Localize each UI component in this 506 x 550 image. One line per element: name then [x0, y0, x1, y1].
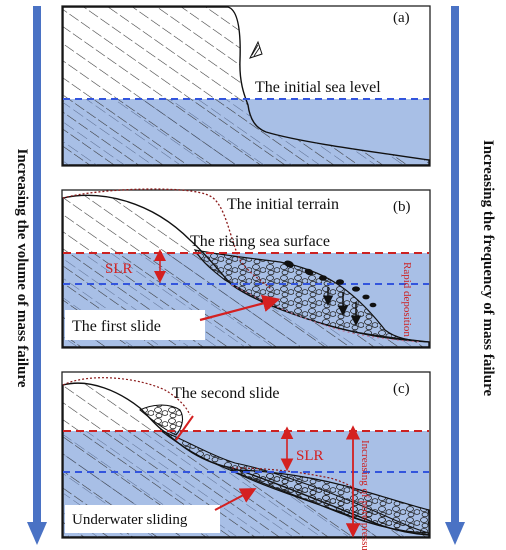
first-slide-pointer	[199, 294, 281, 322]
second-slide-label: The second slide	[172, 385, 280, 402]
panel-c-tag: (c)	[393, 381, 410, 397]
panel-b-tag: (b)	[393, 199, 411, 215]
hut-icon	[249, 40, 263, 59]
first-slide-label: The first slide	[72, 318, 161, 335]
panel-a: (a) The initial sea level	[61, 5, 431, 167]
underwater-sliding-pointer	[214, 488, 257, 511]
sediment-particles	[284, 260, 377, 308]
pore-pressure-label: Increasing of pore pressure	[359, 440, 371, 550]
underwater-sliding-box	[65, 505, 220, 533]
second-slide-pointer	[175, 415, 194, 441]
panel-c: (c) The second slide SLR Underwater slid…	[61, 371, 431, 550]
right-arrow-label: Increasing the frequency of mass failure	[480, 140, 496, 397]
rapid-deposition-label: Rapid deposition	[401, 262, 413, 337]
initial-sea-level-label: The initial sea level	[255, 79, 381, 96]
panel-a-tag: (a)	[393, 10, 410, 26]
left-arrow-label: Increasing the volume of mass failure	[14, 148, 30, 387]
rising-sea-surface-label: The rising sea surface	[190, 233, 330, 250]
slr-label-b: SLR	[105, 261, 133, 277]
settling-arrows	[322, 287, 362, 326]
right-frequency-arrow	[445, 6, 465, 545]
initial-terrain-label: The initial terrain	[227, 196, 339, 213]
underwater-sliding-label: Underwater sliding	[72, 512, 188, 528]
first-slide-box	[65, 310, 205, 340]
left-volume-arrow	[27, 6, 47, 545]
slr-label-c: SLR	[296, 448, 324, 464]
panel-b: (b) The initial terrain The rising sea s…	[61, 188, 431, 349]
